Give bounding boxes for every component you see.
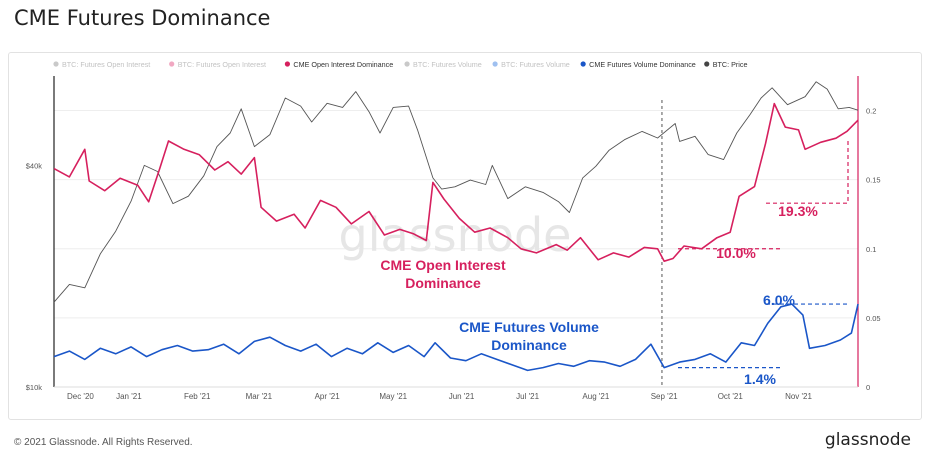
legend-label-5: CME Futures Volume Dominance [589,60,696,69]
legend-label-1: BTC: Futures Open Interest [178,60,266,69]
series-line-1 [53,102,859,262]
legend-marker-3 [404,61,410,67]
legend-marker-0 [53,61,59,67]
y-right-tick-label-1: 0.05 [866,314,881,323]
x-tick-label-7: Jul '21 [516,392,539,401]
callout-vol-6pct: 6.0% [763,292,795,308]
x-tick-label-0: Dec '20 [67,392,94,401]
legend-marker-6 [704,61,710,67]
x-tick-label-8: Aug '21 [582,392,609,401]
y-right-tick-label-3: 0.15 [866,176,881,185]
legend-label-4: BTC: Futures Volume [501,60,570,69]
series-line-0 [53,81,859,303]
annotation-vol-title-1: CME Futures Volume [459,319,599,335]
x-tick-label-3: Mar '21 [246,392,273,401]
x-tick-label-5: May '21 [379,392,407,401]
x-tick-label-2: Feb '21 [184,392,211,401]
series-line-2 [53,303,859,372]
x-tick-label-11: Nov '21 [785,392,812,401]
y-right-tick-label-0: 0 [866,383,870,392]
x-tick-label-10: Oct '21 [718,392,744,401]
legend-label-0: BTC: Futures Open Interest [62,60,150,69]
footer-brand-logo: glassnode [824,430,911,450]
annotation-vol-title-2: Dominance [491,337,567,353]
legend-marker-2 [284,61,290,67]
footer-copyright: © 2021 Glassnode. All Rights Reserved. [14,437,193,448]
legend-marker-5 [580,61,586,67]
legend-label-2: CME Open Interest Dominance [293,60,393,69]
chart-frame [8,52,922,420]
annotation-oi-title-1: CME Open Interest [380,257,506,273]
y-right-tick-label-2: 0.1 [866,245,876,254]
legend-marker-1 [169,61,175,67]
callout-vol-1pct: 1.4% [744,371,776,387]
callout-oi-10pct: 10.0% [716,245,756,261]
x-tick-label-9: Sep '21 [651,392,678,401]
legend-label-3: BTC: Futures Volume [413,60,482,69]
annotation-oi-title-2: Dominance [405,275,481,291]
legend-label-6: BTC: Price [713,60,748,69]
y-left-tick-label-1: $40k [26,161,43,170]
x-tick-label-1: Jan '21 [116,392,142,401]
watermark-logo: glassnode [339,208,572,262]
x-tick-label-4: Apr '21 [315,392,341,401]
y-left-tick-label-0: $10k [26,383,43,392]
legend-marker-4 [492,61,498,67]
x-tick-label-6: Jun '21 [449,392,475,401]
callout-oi-19pct: 19.3% [778,203,818,219]
page-title: CME Futures Dominance [14,6,271,30]
y-right-tick-label-4: 0.2 [866,107,876,116]
